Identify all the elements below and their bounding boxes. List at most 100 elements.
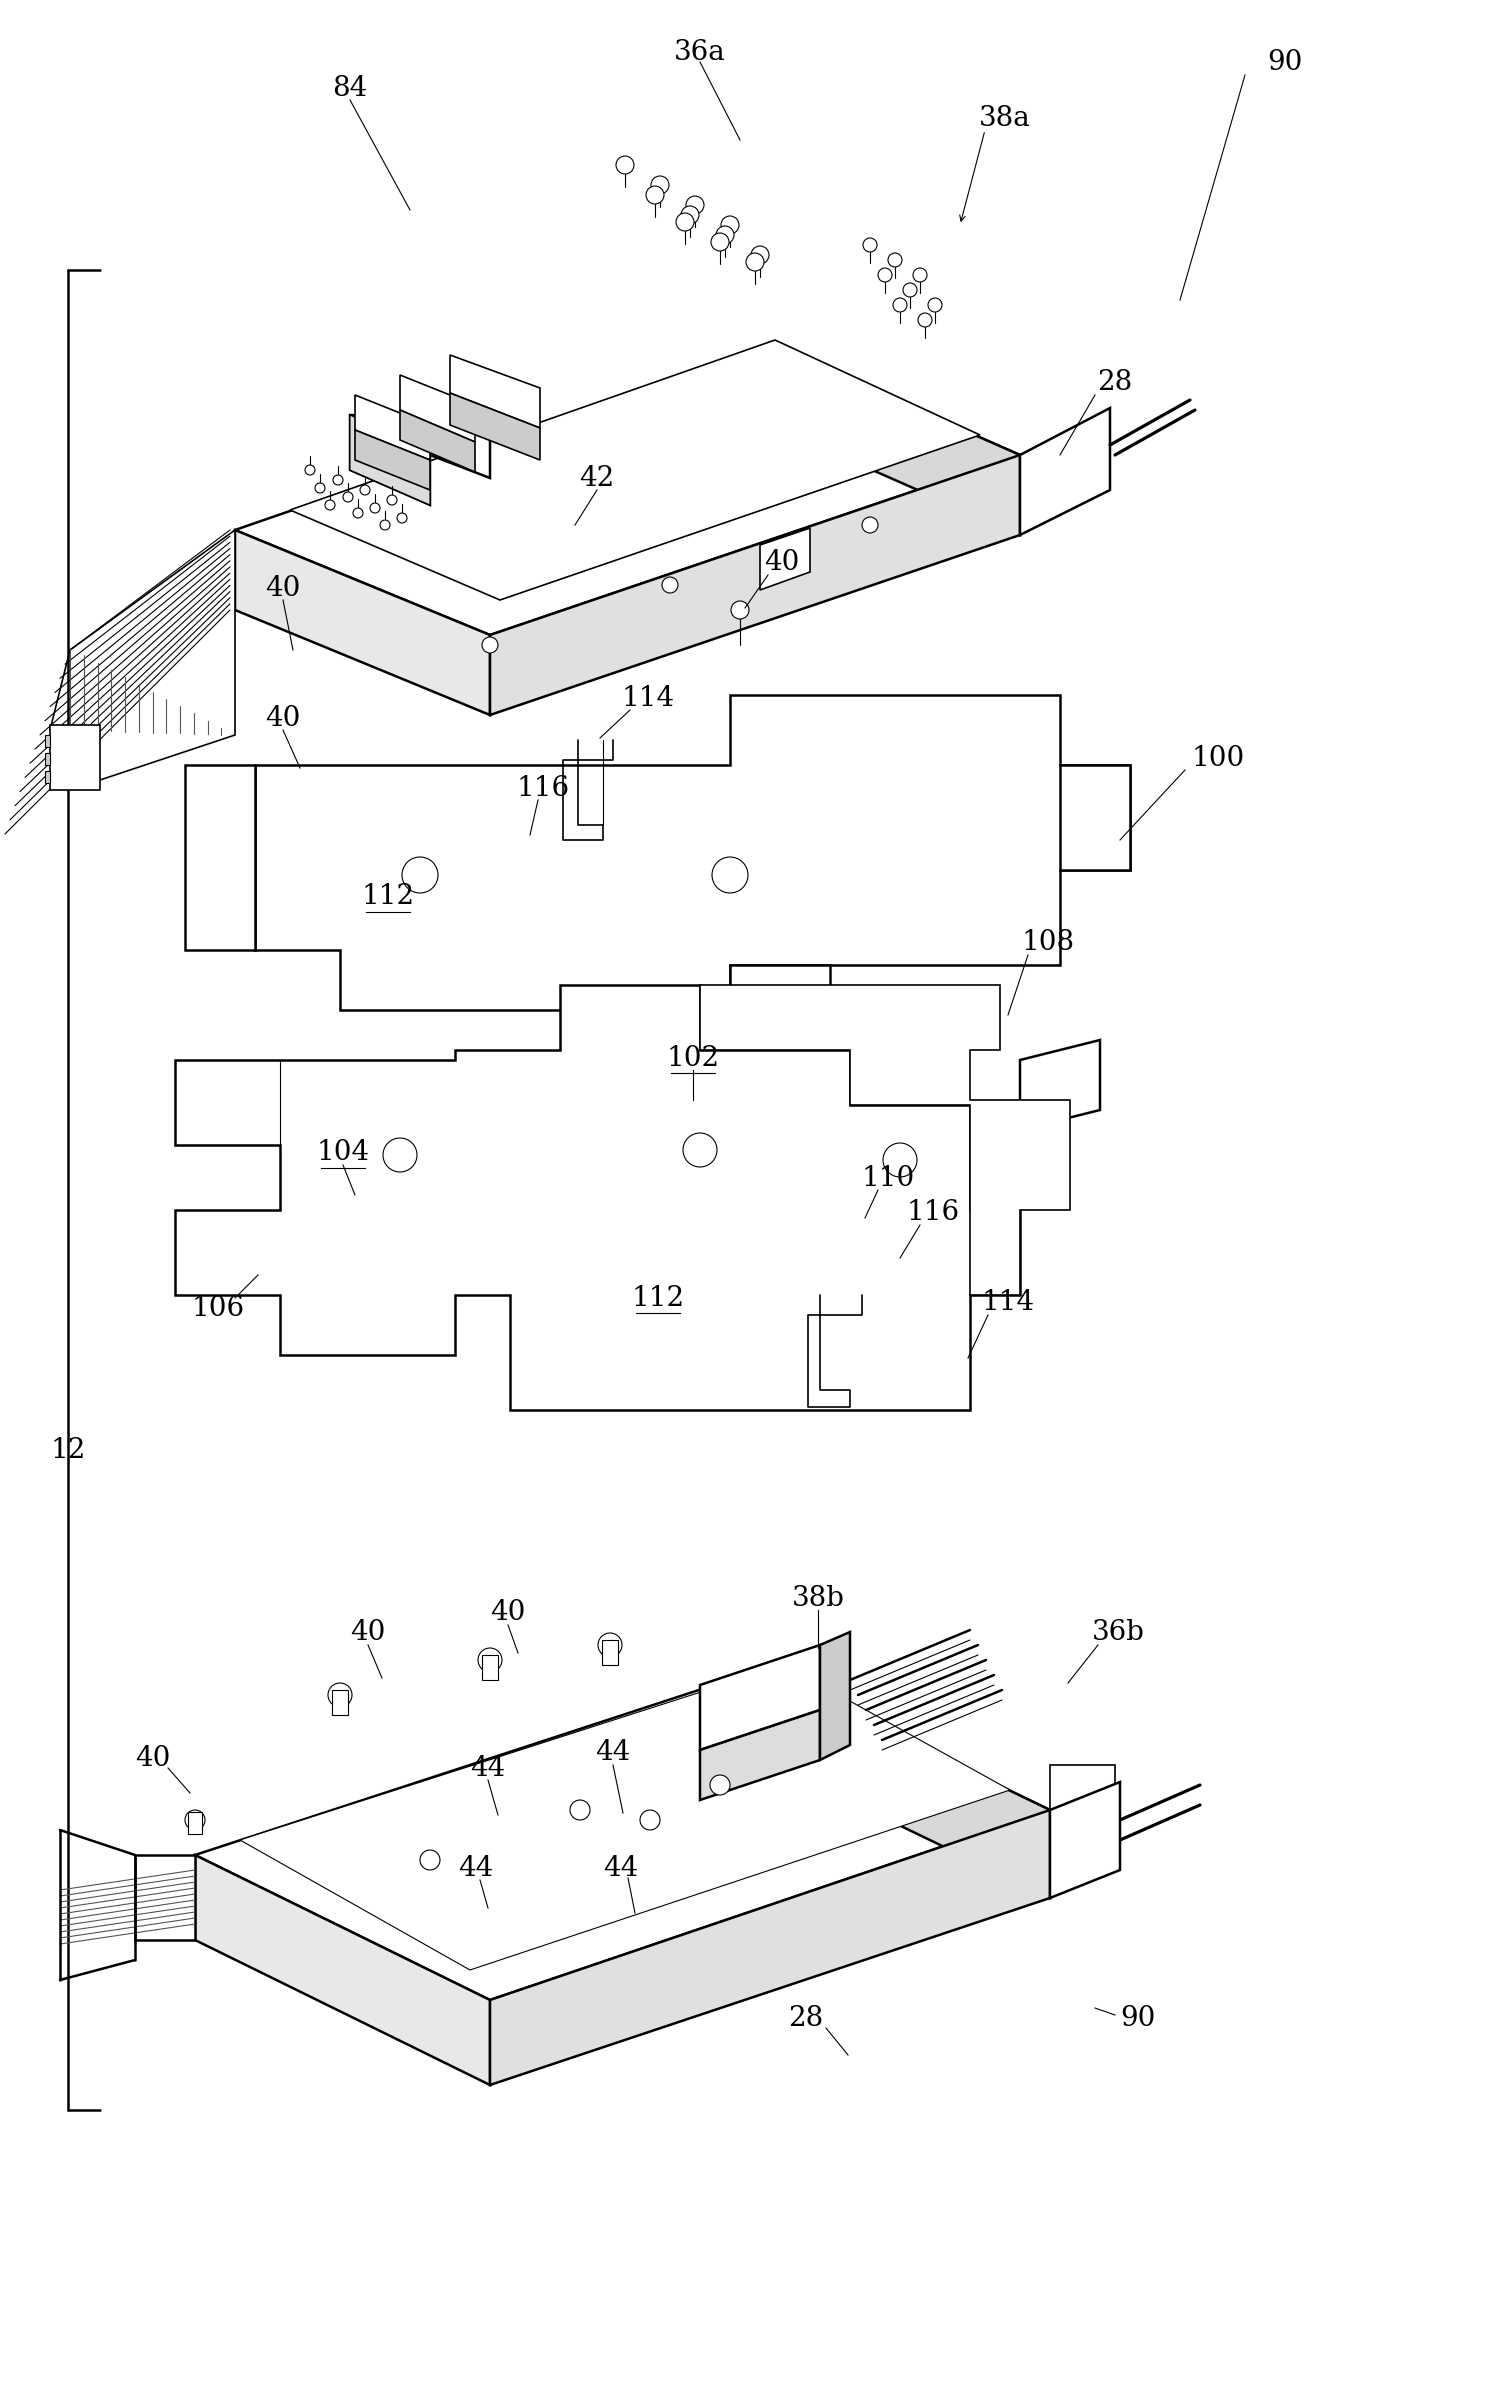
Text: 40: 40 — [266, 705, 300, 732]
Polygon shape — [350, 416, 430, 505]
Polygon shape — [134, 1855, 195, 1939]
Text: 108: 108 — [1022, 930, 1074, 956]
Bar — [1050, 1765, 1115, 1820]
Polygon shape — [195, 1669, 1050, 1999]
Text: 90: 90 — [1268, 48, 1302, 77]
Text: 36a: 36a — [675, 38, 726, 65]
Circle shape — [715, 227, 733, 244]
Polygon shape — [355, 430, 430, 490]
Polygon shape — [1059, 765, 1130, 870]
Polygon shape — [700, 985, 1070, 1296]
Polygon shape — [45, 734, 50, 746]
Circle shape — [712, 856, 748, 892]
Circle shape — [878, 268, 892, 282]
Circle shape — [327, 1683, 352, 1707]
Circle shape — [353, 507, 364, 519]
Polygon shape — [450, 354, 540, 428]
Circle shape — [681, 206, 699, 225]
Circle shape — [650, 177, 668, 194]
Text: 40: 40 — [136, 1745, 171, 1772]
Text: 28: 28 — [788, 2004, 824, 2032]
Bar — [332, 1690, 349, 1714]
Polygon shape — [175, 985, 1020, 1411]
Polygon shape — [490, 454, 1020, 715]
Polygon shape — [1050, 1781, 1120, 1898]
Polygon shape — [50, 531, 235, 779]
Circle shape — [420, 1851, 441, 1870]
Polygon shape — [819, 1633, 850, 1760]
Polygon shape — [761, 528, 810, 591]
Text: 44: 44 — [596, 1741, 631, 1767]
Polygon shape — [45, 770, 50, 782]
Circle shape — [711, 1774, 730, 1796]
Circle shape — [730, 600, 748, 619]
Text: 44: 44 — [471, 1755, 506, 1781]
Text: 116: 116 — [516, 775, 569, 801]
Circle shape — [315, 483, 324, 493]
Text: 112: 112 — [631, 1284, 685, 1313]
Circle shape — [711, 232, 729, 251]
Text: 28: 28 — [1097, 371, 1133, 397]
Circle shape — [917, 313, 933, 328]
Polygon shape — [400, 409, 475, 471]
Text: 100: 100 — [1192, 744, 1245, 772]
Circle shape — [646, 186, 664, 203]
Circle shape — [887, 253, 902, 268]
Circle shape — [616, 155, 634, 175]
Circle shape — [721, 215, 739, 234]
Circle shape — [343, 493, 353, 502]
Circle shape — [745, 253, 764, 270]
Circle shape — [361, 485, 370, 495]
Text: 38b: 38b — [792, 1585, 845, 1612]
Circle shape — [570, 1800, 590, 1820]
Polygon shape — [700, 1645, 819, 1750]
Circle shape — [676, 213, 694, 232]
Polygon shape — [290, 340, 979, 600]
Text: 114: 114 — [981, 1289, 1035, 1317]
Circle shape — [186, 1810, 205, 1829]
Bar — [602, 1640, 619, 1664]
Text: 38a: 38a — [979, 105, 1031, 132]
Circle shape — [333, 476, 343, 485]
Circle shape — [684, 1133, 717, 1167]
Circle shape — [928, 299, 942, 311]
Polygon shape — [770, 344, 1020, 536]
Text: 102: 102 — [667, 1045, 720, 1071]
Polygon shape — [761, 1669, 1050, 1898]
Circle shape — [883, 1143, 917, 1176]
Circle shape — [478, 1647, 502, 1671]
Circle shape — [380, 519, 389, 531]
Polygon shape — [490, 1810, 1050, 2085]
Circle shape — [751, 246, 770, 263]
Circle shape — [662, 576, 678, 593]
Circle shape — [386, 495, 397, 505]
Circle shape — [862, 516, 878, 533]
Text: 44: 44 — [459, 1855, 493, 1882]
Polygon shape — [255, 696, 1130, 1009]
Circle shape — [863, 239, 877, 251]
Bar — [189, 1812, 202, 1834]
Text: 12: 12 — [50, 1437, 86, 1463]
Text: 106: 106 — [192, 1294, 244, 1322]
Polygon shape — [1020, 409, 1111, 536]
Circle shape — [893, 299, 907, 311]
Bar — [481, 1655, 498, 1681]
Text: 84: 84 — [332, 74, 368, 100]
Polygon shape — [355, 395, 430, 459]
Circle shape — [370, 502, 380, 514]
Polygon shape — [1020, 1040, 1100, 1131]
Polygon shape — [240, 1664, 1010, 1970]
Text: 36b: 36b — [1091, 1619, 1144, 1647]
Text: 44: 44 — [604, 1855, 638, 1882]
Polygon shape — [50, 724, 100, 789]
Polygon shape — [400, 375, 475, 442]
Circle shape — [598, 1633, 622, 1657]
Text: 110: 110 — [862, 1164, 914, 1191]
Polygon shape — [186, 765, 255, 949]
Circle shape — [902, 282, 917, 296]
Circle shape — [687, 196, 705, 215]
Text: 42: 42 — [579, 464, 614, 493]
Polygon shape — [235, 531, 490, 715]
Circle shape — [640, 1810, 659, 1829]
Text: 104: 104 — [317, 1141, 370, 1167]
